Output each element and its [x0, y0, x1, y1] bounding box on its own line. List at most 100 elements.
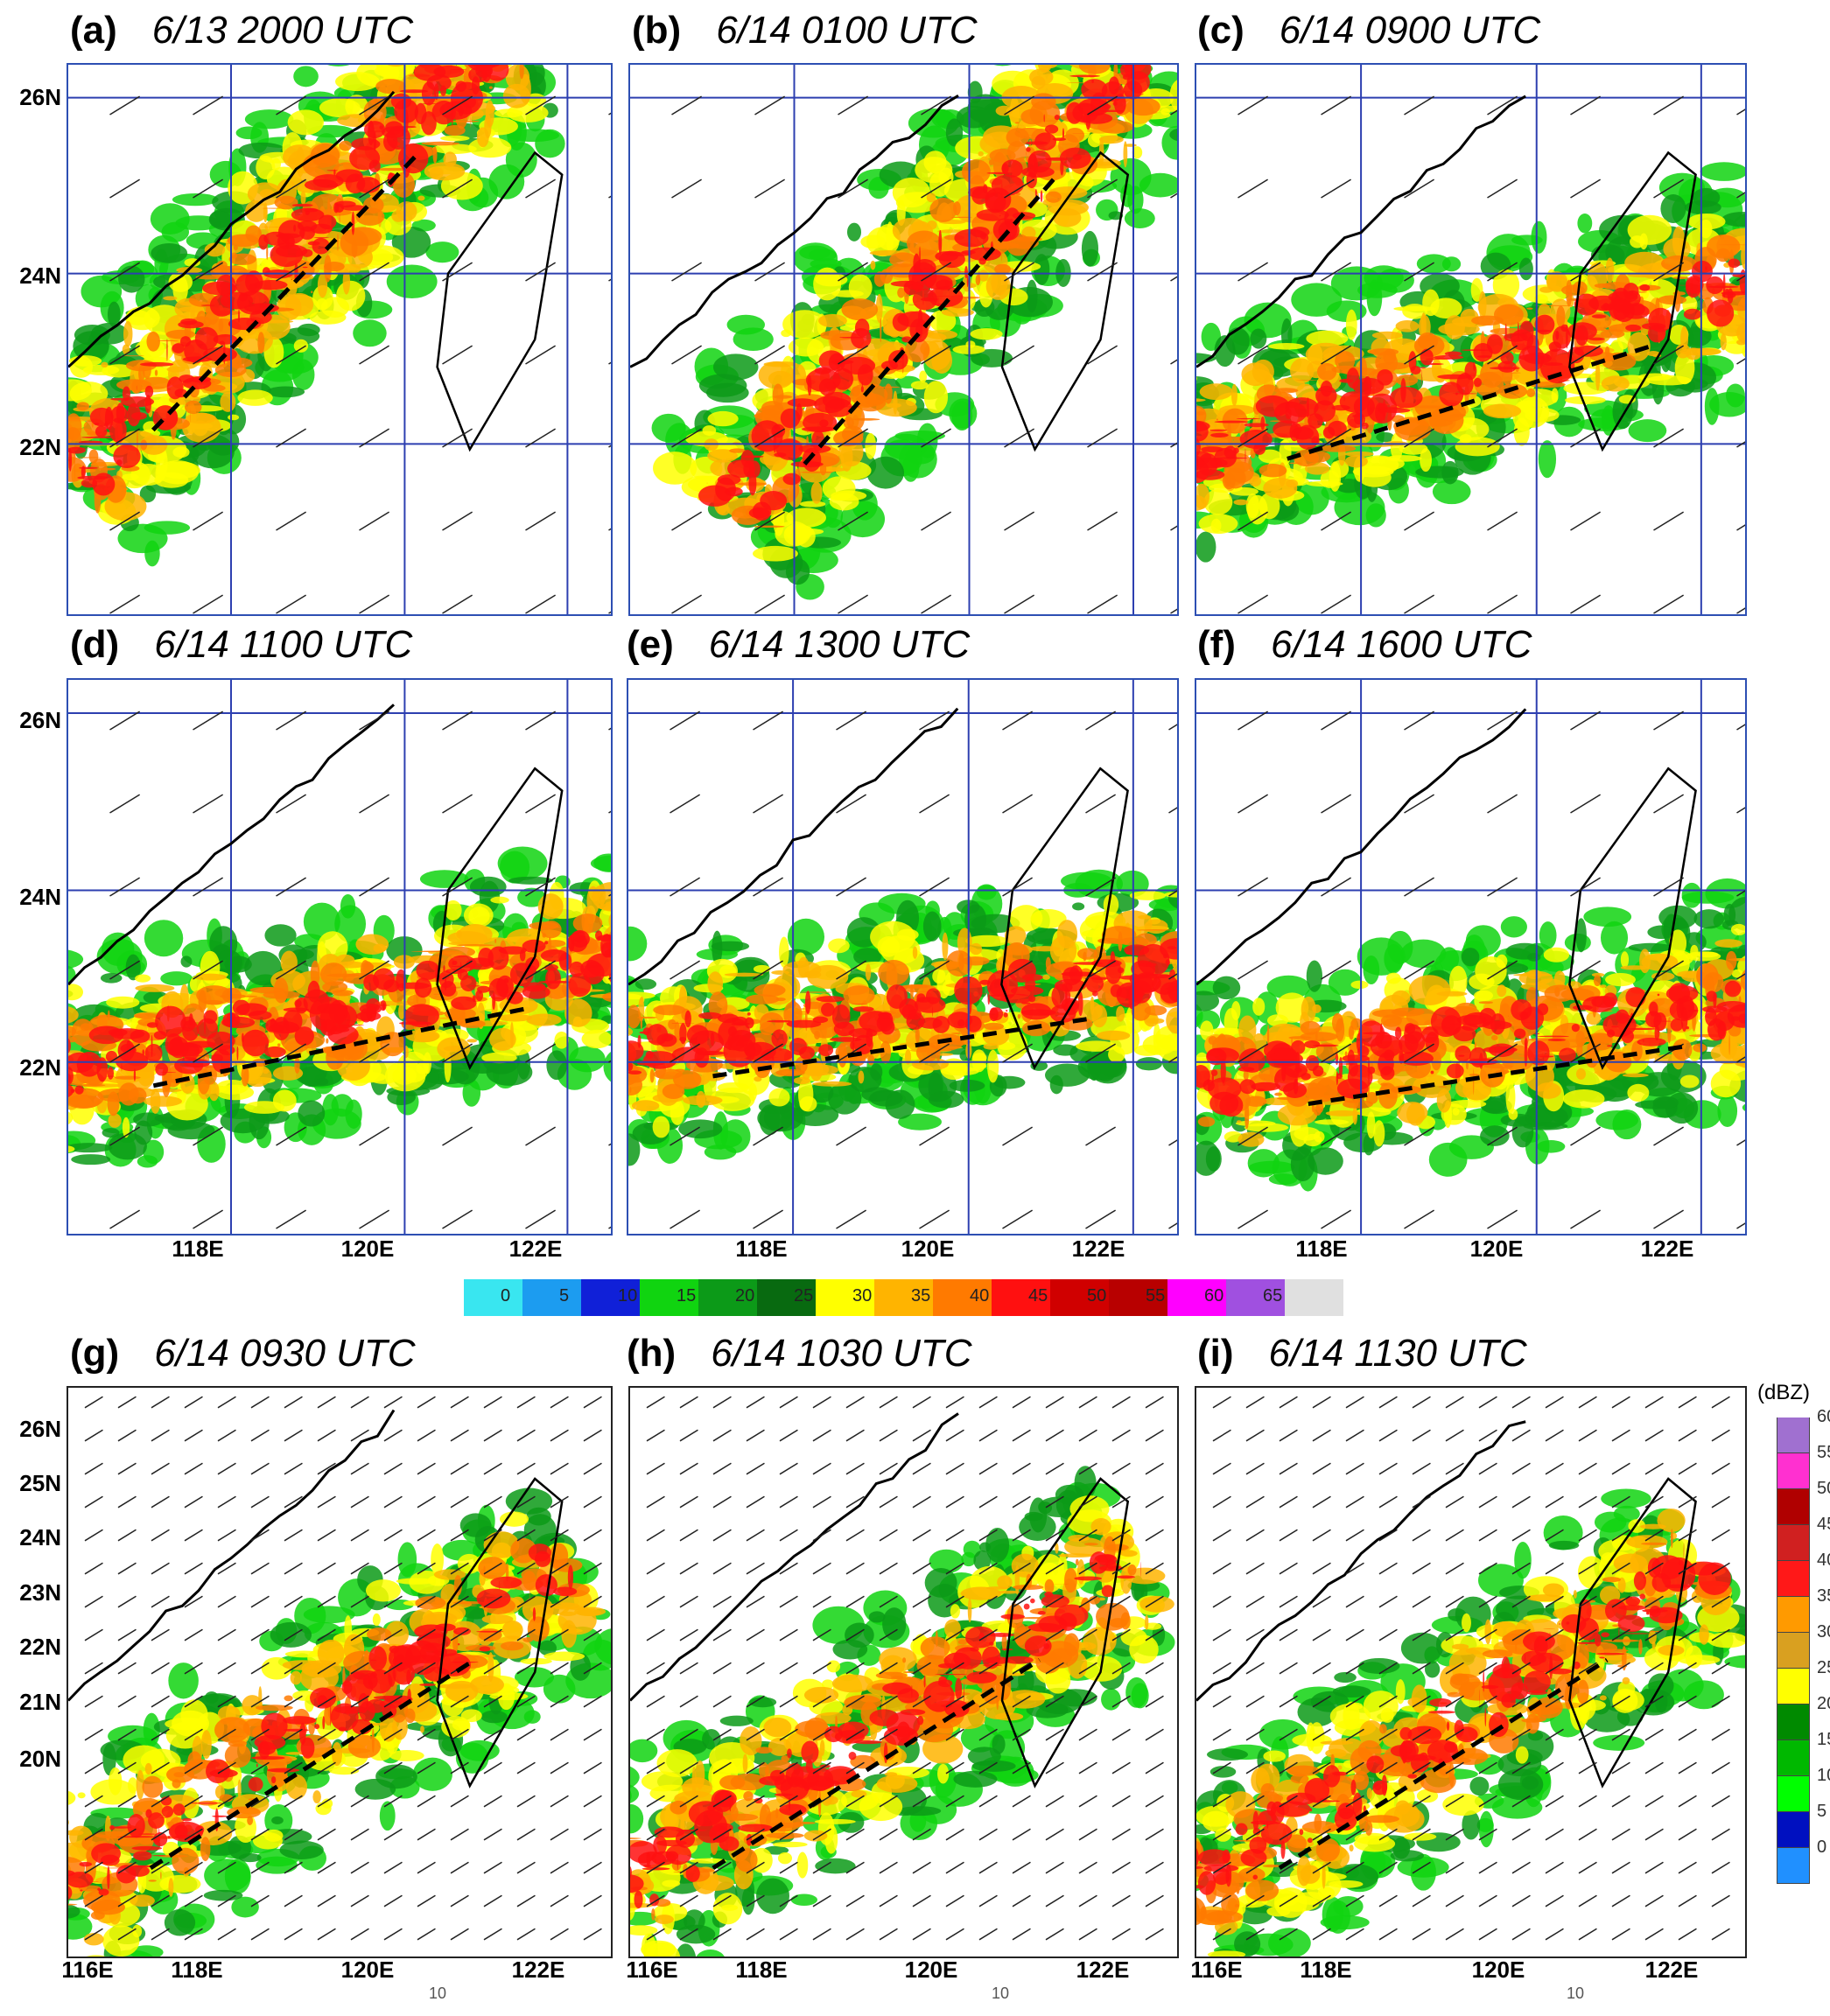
colorbar-segment: 40	[933, 1279, 992, 1316]
colorbar-segment: 65	[1226, 1279, 1285, 1316]
colorbar-segment: 0	[464, 1279, 522, 1316]
lat-label: 24N	[19, 1524, 61, 1550]
panel-label: (f)	[1197, 623, 1236, 666]
panel-title-i: (i) 6/14 1130 UTC	[1197, 1332, 1527, 1376]
reference-vector-i: 10	[1567, 1984, 1585, 2002]
panel-title-d: (d) 6/14 1100 UTC	[70, 623, 412, 667]
colorbar-tick: 30	[852, 1286, 873, 1306]
panel-title-b: (b) 6/14 0100 UTC	[632, 9, 978, 52]
lon-label: 122E	[1640, 1236, 1694, 1262]
reference-vector-g: 10	[429, 1984, 447, 2002]
colorbar-tick: 45	[1817, 1515, 1830, 1534]
lon-label: 118E	[1300, 1956, 1352, 1983]
panel-label: (b)	[632, 9, 682, 52]
colorbar-tick: 40	[1817, 1550, 1830, 1570]
lat-label: 26N	[19, 707, 61, 733]
radar-field	[1196, 65, 1745, 614]
colorbar-tick: 25	[1817, 1658, 1830, 1677]
lat-label: 22N	[19, 1634, 61, 1660]
lon-label: 116E	[61, 1956, 114, 1983]
lat-label: 24N	[19, 262, 61, 289]
lat-label: 26N	[19, 1416, 61, 1442]
lon-label: 118E	[1295, 1236, 1348, 1262]
lat-label: 20N	[19, 1746, 61, 1772]
colorbar-segment: 35	[874, 1279, 933, 1316]
colorbar-segment: 15	[1777, 1730, 1830, 1776]
colorbar-segment: 20	[698, 1279, 757, 1316]
reference-vector-h: 10	[992, 1984, 1010, 2002]
colorbar-tick: 35	[1817, 1586, 1830, 1606]
colorbar-segment: 45	[992, 1279, 1050, 1316]
lon-label: 122E	[511, 1956, 565, 1983]
panel-label: (g)	[70, 1332, 120, 1375]
colorbar-segment	[1285, 1279, 1343, 1316]
lon-label: 116E	[626, 1956, 678, 1983]
colorbar-tick: 0	[501, 1286, 511, 1306]
colorbar-tick: 15	[677, 1286, 697, 1306]
panel-label: (a)	[70, 9, 117, 52]
panel-time: 6/13 2000 UTC	[151, 9, 414, 52]
colorbar-tick: 60	[1817, 1407, 1830, 1426]
panel-title-f: (f) 6/14 1600 UTC	[1197, 623, 1532, 667]
colorbar-tick: 40	[970, 1286, 990, 1306]
lon-label: 118E	[735, 1956, 788, 1983]
panel-time: 6/14 1300 UTC	[708, 623, 971, 666]
radar-field	[630, 65, 1177, 614]
panel-g-map	[67, 1386, 613, 1958]
lat-label: 22N	[19, 1054, 61, 1081]
lon-label: 118E	[171, 1956, 223, 1983]
colorbar-segment: 20	[1777, 1694, 1830, 1740]
colorbar-tick: 55	[1817, 1443, 1830, 1462]
panel-d-map	[67, 678, 613, 1236]
lon-label: 120E	[340, 1956, 395, 1983]
colorbar-segment: 25	[1777, 1658, 1830, 1704]
colorbar-tick: 50	[1817, 1479, 1830, 1498]
colorbar-tick: 60	[1204, 1286, 1224, 1306]
lat-label: 22N	[19, 434, 61, 460]
panel-time: 6/14 1130 UTC	[1268, 1332, 1527, 1375]
lon-label: 120E	[901, 1236, 955, 1262]
colorbar-segment: 60	[1167, 1279, 1226, 1316]
panel-time: 6/14 0930 UTC	[154, 1332, 416, 1375]
colorbar-segment: 35	[1777, 1586, 1830, 1633]
colorbar-tick: 25	[794, 1286, 814, 1306]
panel-title-g: (g) 6/14 0930 UTC	[70, 1332, 416, 1376]
lat-label: 23N	[19, 1579, 61, 1606]
colorbar-segment: 10	[1777, 1766, 1830, 1812]
lat-label: 24N	[19, 884, 61, 910]
colorbar-segment: 0	[1777, 1838, 1826, 1884]
panel-title-h: (h) 6/14 1030 UTC	[627, 1332, 972, 1376]
panel-title-c: (c) 6/14 0900 UTC	[1197, 9, 1540, 52]
colorbar-tick: 35	[911, 1286, 931, 1306]
radar-field	[628, 680, 1177, 1234]
panel-time: 6/14 1100 UTC	[154, 623, 413, 666]
colorbar-segment: 50	[1050, 1279, 1109, 1316]
colorbar-segment: 5	[522, 1279, 581, 1316]
colorbar-segment: 10	[581, 1279, 640, 1316]
colorbar-tick: 20	[1817, 1694, 1830, 1713]
colorbar-segment: 40	[1777, 1550, 1830, 1597]
panel-e-map	[627, 678, 1179, 1236]
colorbar-tick: 50	[1087, 1286, 1107, 1306]
panel-label: (c)	[1197, 9, 1245, 52]
radar-field	[1196, 680, 1745, 1234]
lon-label: 118E	[735, 1236, 788, 1262]
colorbar-segment: 50	[1777, 1479, 1830, 1525]
colorbar-segment: 15	[640, 1279, 698, 1316]
panel-b-map	[628, 63, 1179, 616]
colorbar-segment: 30	[1777, 1622, 1830, 1669]
radar-field	[68, 680, 611, 1234]
colorbar-tick: 65	[1263, 1286, 1283, 1306]
panel-time: 6/14 0900 UTC	[1279, 9, 1541, 52]
colorbar-tick: 0	[1817, 1838, 1827, 1857]
panel-a-map	[67, 63, 613, 616]
panel-c-map	[1195, 63, 1747, 616]
lon-label: 120E	[1469, 1236, 1524, 1262]
lon-label: 118E	[172, 1236, 224, 1262]
observed-colorbar: 0 5 10 15 20 25 30 35 40 45 50 55 60 65	[464, 1279, 1343, 1316]
colorbar-tick: 10	[1817, 1766, 1830, 1785]
panel-title-e: (e) 6/14 1300 UTC	[627, 623, 970, 667]
lon-label: 120E	[904, 1956, 958, 1983]
colorbar-tick: 55	[1146, 1286, 1166, 1306]
panel-f-map	[1195, 678, 1747, 1236]
